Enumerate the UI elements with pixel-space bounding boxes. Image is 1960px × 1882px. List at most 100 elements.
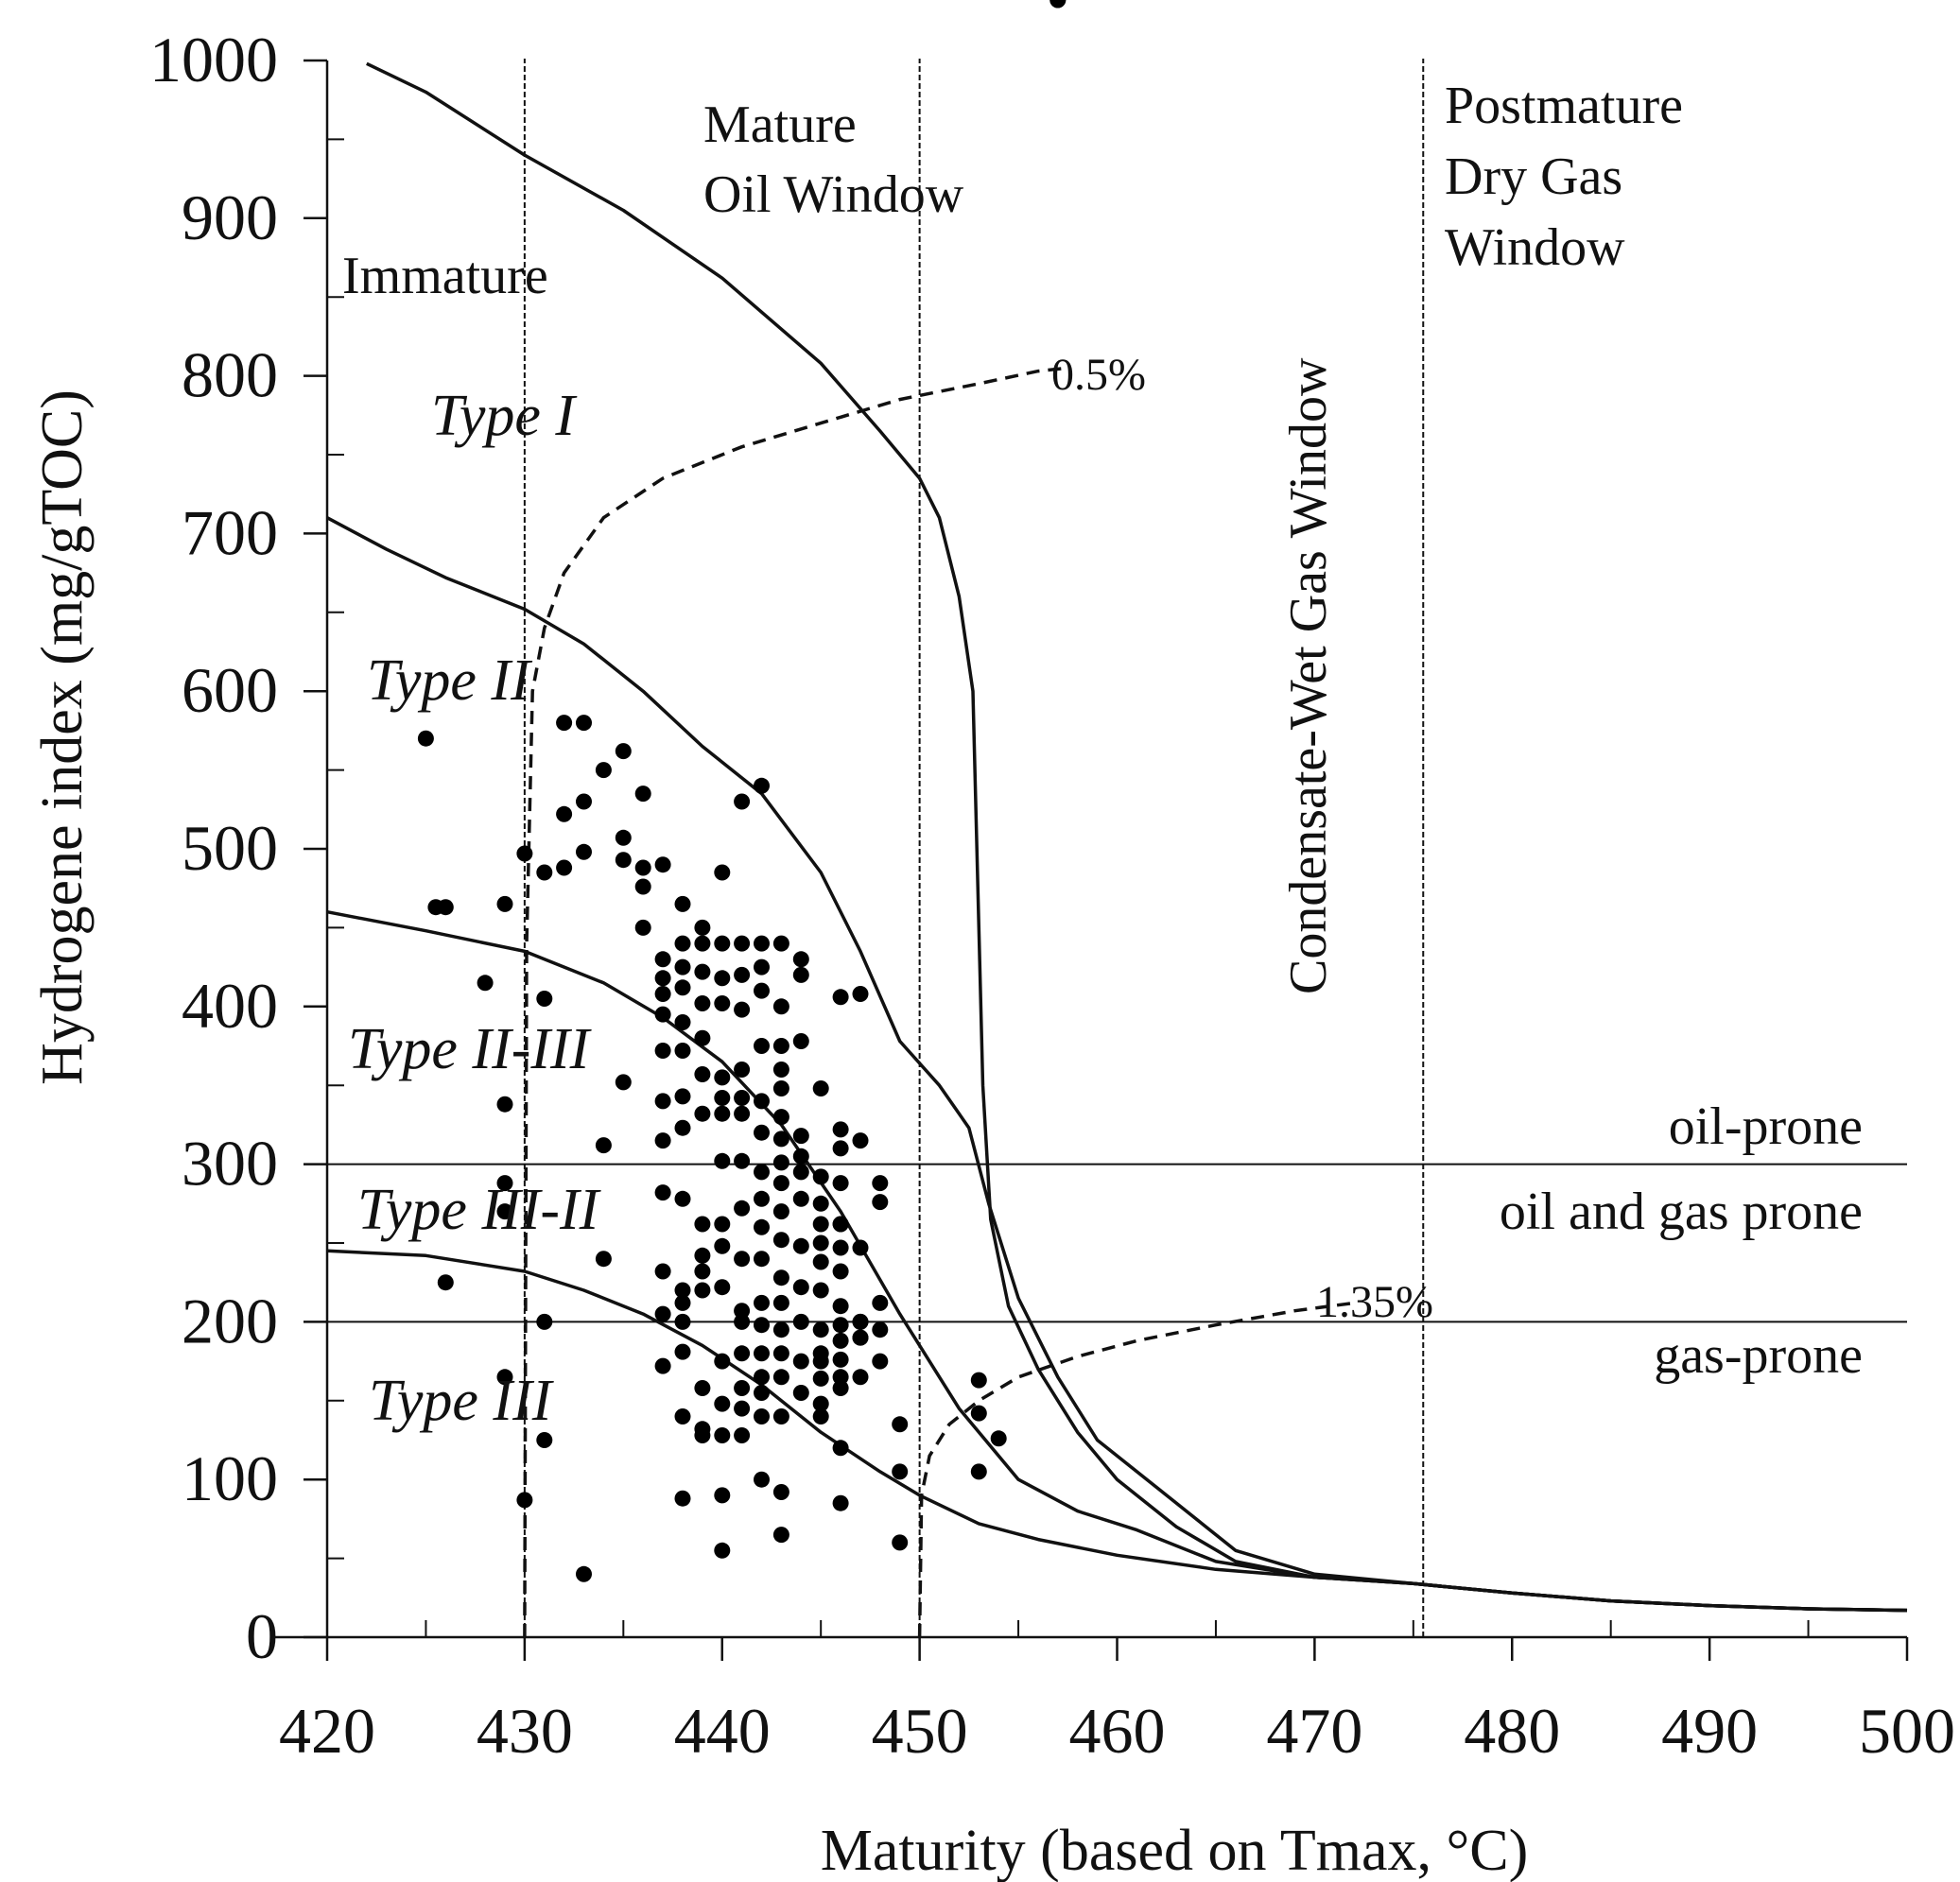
data-point <box>852 1313 869 1330</box>
data-point <box>714 864 731 881</box>
data-point <box>654 970 671 987</box>
data-point <box>694 1380 711 1396</box>
data-point <box>990 1430 1007 1447</box>
x-tick-label: 450 <box>872 1695 968 1767</box>
data-point <box>714 1216 731 1233</box>
data-point <box>832 1317 849 1334</box>
data-point <box>694 1282 711 1299</box>
data-point <box>832 1140 849 1157</box>
x-tick-label: 460 <box>1069 1695 1166 1767</box>
data-point <box>772 1321 789 1338</box>
data-point <box>832 1175 849 1192</box>
data-point <box>536 1313 553 1330</box>
data-point <box>595 1251 612 1268</box>
data-point <box>754 1385 770 1401</box>
data-point <box>654 1305 671 1322</box>
data-point <box>792 1313 809 1330</box>
x-tick-label: 500 <box>1859 1695 1955 1767</box>
data-point <box>1049 0 1067 9</box>
data-point <box>772 935 789 952</box>
data-point <box>634 919 651 936</box>
data-point <box>694 1029 711 1046</box>
data-point <box>634 786 651 803</box>
data-point <box>576 843 592 860</box>
maturity-boundaries <box>523 59 1425 1637</box>
data-point <box>654 1093 671 1110</box>
data-point <box>734 1152 751 1169</box>
data-point <box>714 1090 731 1106</box>
data-point <box>516 845 533 862</box>
data-point <box>536 991 553 1007</box>
data-point <box>674 895 691 912</box>
data-point <box>496 1203 513 1220</box>
data-point <box>734 1313 751 1330</box>
data-point <box>852 986 869 1002</box>
data-point <box>694 963 711 980</box>
data-point <box>714 1279 731 1296</box>
data-point <box>714 1069 731 1086</box>
zone-label-window: Window <box>1445 218 1625 277</box>
data-point <box>654 1357 671 1374</box>
data-point <box>674 1343 691 1360</box>
data-point <box>714 995 731 1011</box>
data-point <box>754 1471 770 1488</box>
kerogen-label-type-3: Type III <box>369 1369 555 1433</box>
data-point <box>734 1345 751 1362</box>
data-point <box>556 805 573 822</box>
data-point <box>674 1190 691 1207</box>
data-point <box>674 1408 691 1424</box>
data-point <box>792 951 809 968</box>
data-point <box>792 1033 809 1049</box>
data-point <box>792 1148 809 1165</box>
data-point <box>812 1370 829 1387</box>
x-tick-label: 490 <box>1661 1695 1758 1767</box>
data-point <box>832 1369 849 1386</box>
data-point <box>437 899 454 916</box>
data-point <box>832 1121 849 1138</box>
data-point <box>674 1282 691 1299</box>
data-point <box>714 970 731 987</box>
data-point <box>734 1380 751 1396</box>
data-point <box>754 1093 770 1110</box>
data-point <box>734 1427 751 1443</box>
data-point <box>536 1432 553 1448</box>
data-point <box>674 935 691 952</box>
zone-label-condensate-wet-gas: Condensate-Wet Gas Window <box>1279 357 1338 994</box>
y-axis-title: Hydrogene index (mg/gTOC) <box>30 389 95 1085</box>
data-point <box>772 1232 789 1249</box>
axes <box>275 59 1909 1661</box>
data-point <box>872 1294 889 1311</box>
data-point <box>654 1184 671 1201</box>
data-point <box>654 986 671 1002</box>
data-point <box>437 1274 454 1291</box>
data-point <box>792 1385 809 1401</box>
data-point <box>832 1239 849 1256</box>
data-point <box>654 951 671 968</box>
data-point <box>772 1203 789 1220</box>
data-point <box>694 919 711 936</box>
data-point <box>674 1313 691 1330</box>
data-point <box>496 895 513 912</box>
kerogen-curves <box>326 61 1908 1613</box>
data-point <box>772 1269 789 1286</box>
x-tick-label: 440 <box>674 1695 771 1767</box>
data-point <box>674 1294 691 1311</box>
zone-label-postmature: Postmature <box>1445 77 1683 135</box>
data-point <box>496 1096 513 1113</box>
y-tick-label: 300 <box>182 1128 278 1200</box>
data-point <box>812 1168 829 1185</box>
data-point <box>812 1282 829 1299</box>
data-point <box>734 935 751 952</box>
x-tick-label: 430 <box>477 1695 573 1767</box>
data-point <box>772 1345 789 1362</box>
data-point <box>734 1001 751 1018</box>
data-point <box>615 1074 632 1091</box>
data-point <box>694 995 711 1011</box>
data-point <box>812 1395 829 1412</box>
data-point <box>754 1038 770 1054</box>
data-point <box>576 715 592 732</box>
data-point <box>516 1492 533 1509</box>
data-point <box>754 1294 770 1311</box>
kerogen-label-type-2-3: Type II-III <box>348 1017 593 1081</box>
ro-label-1-35: 1.35% <box>1316 1277 1433 1327</box>
